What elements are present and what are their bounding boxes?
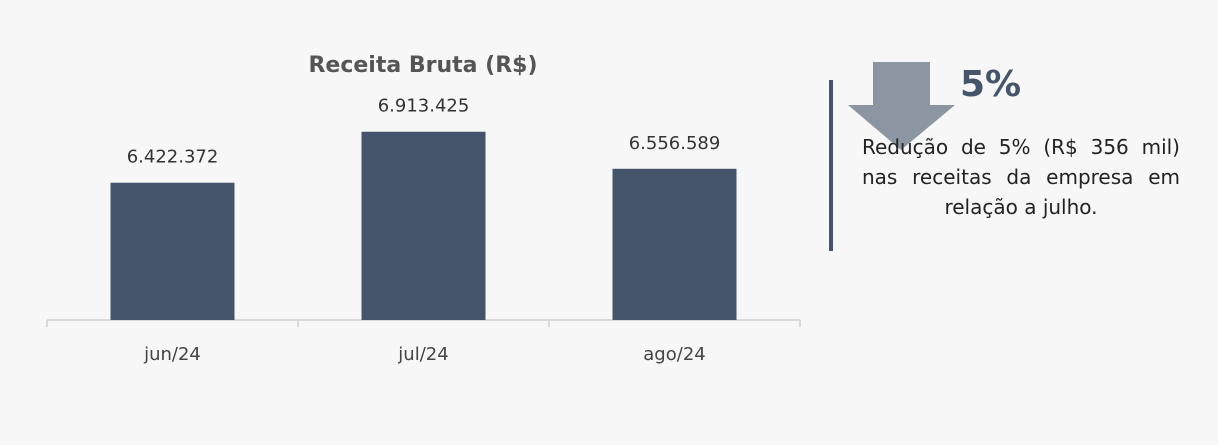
x-tick-label: ago/24 (643, 344, 705, 365)
divider (829, 80, 833, 251)
value-label: 6.913.425 (378, 96, 470, 117)
bar (110, 182, 235, 320)
x-tick-label: jul/24 (397, 344, 448, 365)
value-label: 6.556.589 (629, 133, 721, 154)
down-arrow (848, 62, 955, 150)
x-tick-label: jun/24 (143, 344, 201, 365)
bar (361, 131, 486, 320)
bar (612, 168, 737, 320)
callout-text: Redução de 5% (R$ 356 mil) nas receitas … (862, 135, 1180, 219)
value-label: 6.422.372 (127, 147, 219, 168)
headline: 5% (960, 64, 1021, 105)
chart-title: Receita Bruta (R$) (308, 53, 537, 78)
